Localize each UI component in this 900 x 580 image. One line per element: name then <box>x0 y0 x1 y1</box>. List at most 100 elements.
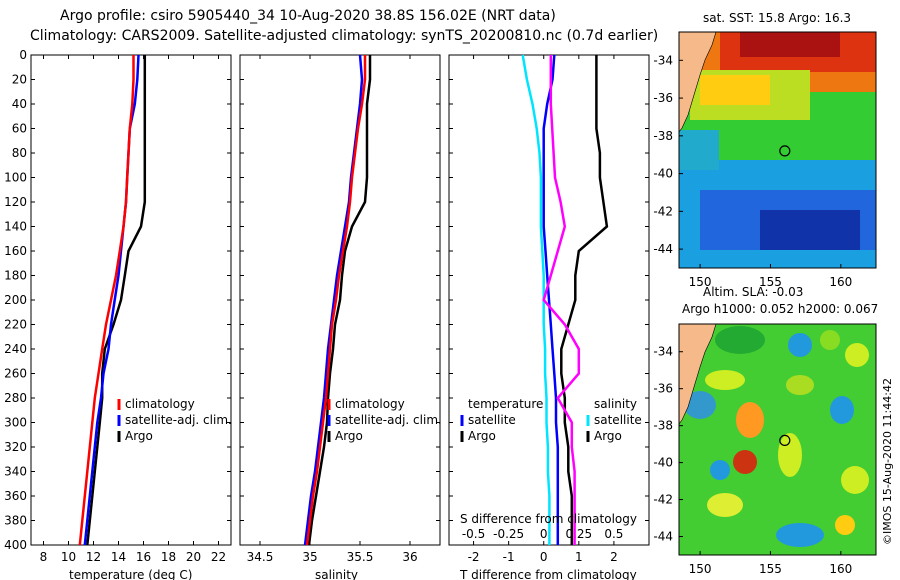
credit-text: ©IMOS 15-Aug-2020 11:44:42 <box>881 378 894 545</box>
lon-tick-label: 155 <box>759 275 782 289</box>
lon-tick-label: 150 <box>689 275 712 289</box>
sla-map-frame <box>678 323 877 556</box>
temperature-plot: 8 10 12 14 16 18 20 22 <box>40 54 226 564</box>
sla-feature <box>845 343 869 367</box>
lat-tick-label: -34 <box>653 53 673 67</box>
sst-coastal-cool <box>679 130 719 170</box>
x-tick-label: 22 <box>211 550 226 564</box>
sst-hottest-zone <box>740 32 840 57</box>
s-difference-xlabel: S difference from climatology <box>460 512 637 526</box>
sla-map-title: Altim. SLA: -0.03 <box>703 285 803 299</box>
x-tick-label: 2 <box>610 550 618 564</box>
header-line1: Argo profile: csiro 5905440_34 10-Aug-20… <box>60 8 556 24</box>
legend-label-satellite: satellite-adj. clim. <box>125 413 232 427</box>
x-tick-label: 0 <box>540 550 548 564</box>
depth-tick-label: 140 <box>4 220 27 234</box>
x2-tick-label: 0 <box>540 527 548 541</box>
sla-map-subtitle: Argo h1000: 0.052 h2000: 0.067 <box>682 302 878 316</box>
sla-feature <box>830 396 854 424</box>
sst-orange-zone <box>700 75 770 105</box>
sla-map <box>679 324 876 555</box>
x2-tick-label: 0.5 <box>604 527 623 541</box>
series-line-climatology <box>305 55 367 546</box>
depth-tick-label: 200 <box>4 293 27 307</box>
sla-feature <box>684 391 716 419</box>
difference-legend: temperature satellite Argo salinity sate… <box>460 397 642 443</box>
sla-feature <box>835 515 855 535</box>
sla-feature <box>705 370 745 390</box>
legend-label-satellite: satellite-adj. clim. <box>335 413 442 427</box>
depth-tick-label: 80 <box>12 146 27 160</box>
depth-tick-label: 120 <box>4 195 27 209</box>
header-line2: Climatology: CARS2009. Satellite-adjuste… <box>30 28 658 44</box>
depth-tick-label: 60 <box>12 122 27 136</box>
sla-map-axes: 150 155 160 -34 -36 -38 -40 -42 -44 <box>653 345 852 576</box>
x2-tick-label: -0.25 <box>493 527 524 541</box>
legend-label-argo: Argo <box>335 429 363 443</box>
depth-tick-label: 40 <box>12 97 27 111</box>
x-tick-label: -1 <box>503 550 515 564</box>
sla-feature <box>820 330 840 350</box>
x-tick-label: 16 <box>136 550 151 564</box>
depth-tick-label: 280 <box>4 391 27 405</box>
depth-tick-label: 300 <box>4 416 27 430</box>
sla-feature <box>778 433 802 477</box>
sla-feature <box>776 523 824 547</box>
sla-feature <box>841 466 869 494</box>
x-tick-label: 8 <box>40 550 48 564</box>
x-tick-label: 35 <box>302 550 317 564</box>
depth-tick-label: 340 <box>4 465 27 479</box>
x-tick-label: 12 <box>86 550 101 564</box>
depth-tick-label: 360 <box>4 489 27 503</box>
temperature-legend: climatology satellite-adj. clim. Argo <box>117 397 232 443</box>
lat-tick-label: -38 <box>653 419 673 433</box>
legend-label-climatology: climatology <box>335 397 405 411</box>
x2-tick-label: 0.25 <box>565 527 592 541</box>
series-line-salinity-argo <box>542 55 581 545</box>
depth-tick-label: 240 <box>4 342 27 356</box>
lat-tick-label: -38 <box>653 129 673 143</box>
x-tick-label: 14 <box>111 550 126 564</box>
lat-tick-label: -36 <box>653 382 673 396</box>
difference-plot: -2 -1 0 1 2 -0.5 -0.25 0 0.25 0.5 <box>462 54 623 564</box>
salinity-legend: climatology satellite-adj. clim. Argo <box>327 397 442 443</box>
lat-tick-label: -44 <box>653 242 673 256</box>
sst-coldest-zone <box>760 210 860 250</box>
legend-label-s-satellite: satellite <box>594 413 642 427</box>
x2-tick-label: -0.5 <box>462 527 485 541</box>
lat-tick-label: -40 <box>653 167 673 181</box>
sla-feature <box>707 493 743 517</box>
depth-tick-label: 260 <box>4 367 27 381</box>
lon-tick-label: 160 <box>829 562 852 576</box>
temperature-xlabel: temperature (deg C) <box>69 568 192 580</box>
lon-tick-label: 155 <box>759 562 782 576</box>
legend-label-s-argo: Argo <box>594 429 622 443</box>
legend-title-salinity: salinity <box>594 397 637 411</box>
depth-tick-label: 180 <box>4 269 27 283</box>
lat-tick-label: -44 <box>653 530 673 544</box>
depth-tick-label: 20 <box>12 73 27 87</box>
sst-map-frame <box>678 31 877 269</box>
x-tick-label: -2 <box>468 550 480 564</box>
salinity-plot: 34.5 35 35.5 36 <box>247 54 418 564</box>
lat-tick-label: -42 <box>653 204 673 218</box>
depth-tick-label: 100 <box>4 171 27 185</box>
lat-tick-label: -34 <box>653 345 673 359</box>
t-difference-xlabel: T difference from climatology <box>459 568 637 580</box>
x-tick-label: 34.5 <box>247 550 274 564</box>
x-tick-label: 10 <box>61 550 76 564</box>
sla-feature <box>710 460 730 480</box>
series-line-argo <box>307 55 372 546</box>
sla-feature <box>733 450 757 474</box>
sla-feature <box>788 333 812 357</box>
x-tick-label: 35.5 <box>347 550 374 564</box>
argo-location-marker <box>779 434 791 446</box>
depth-tick-label: 0 <box>19 48 27 62</box>
lon-tick-label: 160 <box>829 275 852 289</box>
land-australia <box>679 32 717 133</box>
legend-label-t-argo: Argo <box>468 429 496 443</box>
lat-tick-label: -40 <box>653 456 673 470</box>
depth-tick-label: 320 <box>4 440 27 454</box>
sla-feature <box>786 375 814 395</box>
